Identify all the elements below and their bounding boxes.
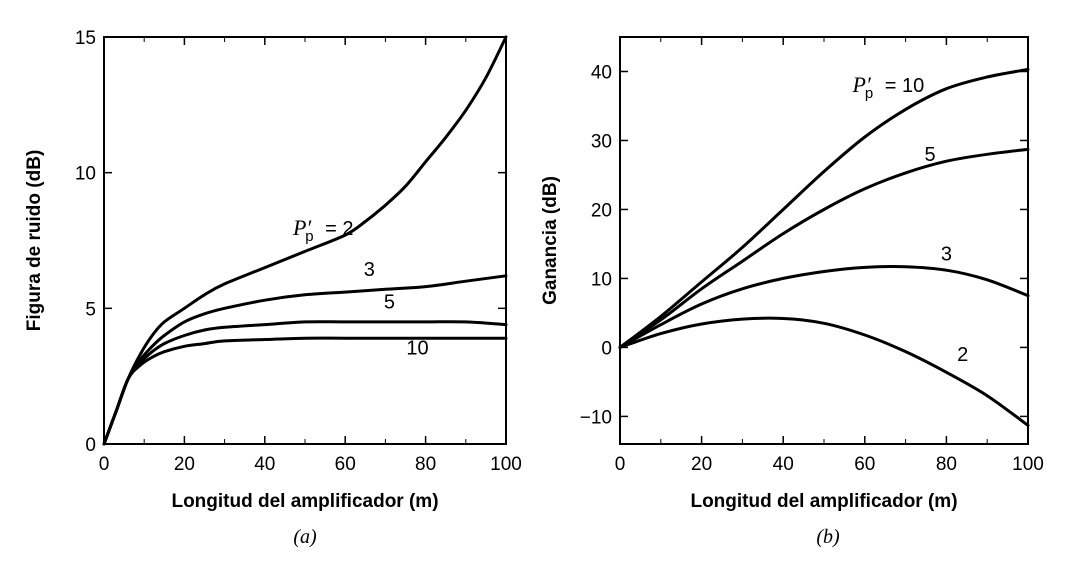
series-line-3 [102,274,508,446]
x-tick-label: 100 [490,454,522,475]
panel-caption: (b) [816,526,840,548]
series-line-2 [618,316,1030,427]
panel-a: 0 20 40 60 80 100 0 5 10 15 Longitud del amplifica… [24,28,522,548]
series-line-5 [618,147,1030,349]
y-tick-label: 0 [601,338,612,359]
curve-label: 2 [957,344,968,366]
x-tick-label: 60 [854,454,875,475]
y-tick-label: 10 [75,164,96,185]
y-tick-label: 20 [591,200,612,221]
y-axis-label: Ganancia (dB) [540,176,561,305]
x-tick-label: 40 [254,454,275,475]
panel-b: 0 20 40 60 80 100 −10 0 10 20 30 40 Longitud del amp… [540,36,1044,548]
x-tick-label: 0 [615,454,626,475]
panel-caption: (a) [293,526,317,548]
y-axis-label: Figura de ruido (dB) [24,150,45,332]
curve-label: 3 [364,259,375,281]
series-line-10 [102,336,508,446]
x-axis-label: Longitud del amplificador (m) [171,491,438,512]
series-line-5 [102,320,508,446]
series-line-2 [102,35,508,446]
series-line-3 [618,265,1030,349]
x-tick-label: 60 [335,454,356,475]
y-tick-label: 10 [591,269,612,290]
x-tick-label: 100 [1012,454,1044,475]
x-axis-label: Longitud del amplificador (m) [690,491,957,512]
x-tick-label: 80 [415,454,436,475]
y-tick-label: −10 [580,407,612,428]
curve-label: 5 [925,144,936,166]
x-tick-label: 80 [936,454,957,475]
curve-label: 5 [384,291,395,313]
curve-label: 3 [941,244,952,266]
curve-label: 10 [406,337,428,359]
x-tick-label: 20 [174,454,195,475]
y-tick-label: 5 [85,299,96,320]
curve-label-pp: P′p = 10 [852,72,925,102]
y-tick-label: 15 [75,28,96,49]
x-tick-label: 20 [691,454,712,475]
y-tick-label: 0 [85,435,96,456]
y-tick-label: 40 [591,62,612,83]
x-tick-label: 0 [99,454,110,475]
x-tick-label: 40 [773,454,794,475]
y-tick-label: 30 [591,131,612,152]
curve-label-pp: P′p = 2 [292,215,354,245]
series-line-10 [618,67,1030,349]
